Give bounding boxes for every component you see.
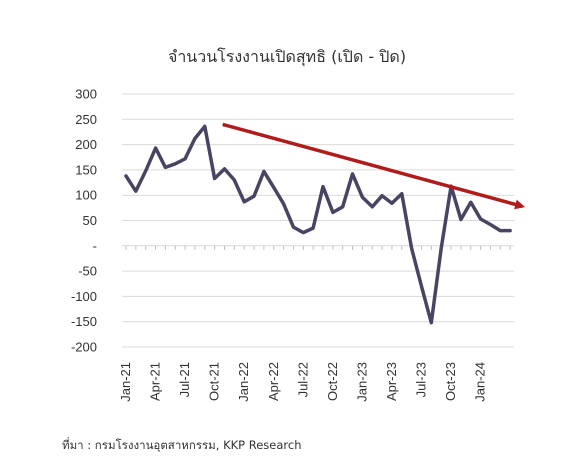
series-line [124, 124, 512, 325]
y-tick-label: 300 [75, 87, 97, 102]
x-tick-label: Jul-23 [414, 362, 429, 397]
trend-arrow [222, 122, 526, 210]
y-axis: 300 250 200 150 100 50 - -50 -100 -150 -200 [71, 87, 97, 355]
x-tick-label: Apr-22 [266, 362, 281, 401]
x-tick-label: Jul-22 [295, 362, 310, 397]
y-tick-label: 50 [83, 213, 97, 228]
gridlines [122, 93, 514, 348]
x-tick-label: Jan-23 [354, 362, 369, 402]
x-tick-label: Jan-22 [236, 362, 251, 402]
x-axis: Jan-21 Apr-21 Jul-21 Oct-21 Jan-22 Apr-22 Jul-… [118, 245, 514, 402]
x-tick-label: Oct-21 [207, 362, 222, 401]
y-tick-label: 100 [75, 188, 97, 203]
y-tick-label: -100 [71, 289, 97, 304]
y-tick-label: 200 [75, 137, 97, 152]
x-tick-label: Jan-21 [118, 362, 133, 402]
trend-layer [222, 122, 526, 210]
x-tick-label: Apr-21 [148, 362, 163, 401]
y-tick-label: 250 [75, 112, 97, 127]
y-tick-label: 150 [75, 162, 97, 177]
chart-title: จำนวนโรงงานเปิดสุทธิ (เปิด - ปิด) [168, 47, 406, 67]
y-tick-label: -50 [78, 264, 97, 279]
source-note: ที่มา : กรมโรงงานอุตสาหกรรม, KKP Researc… [62, 437, 302, 452]
x-tick-label: Oct-22 [325, 362, 340, 401]
series-layer [124, 124, 512, 325]
y-tick-label: -200 [71, 340, 97, 355]
x-tick-label: Jan-24 [473, 362, 488, 402]
x-tick-label: Jul-21 [177, 362, 192, 397]
x-tick-label: Oct-23 [443, 362, 458, 401]
x-tick-label: Apr-23 [384, 362, 399, 401]
y-tick-label: -150 [71, 314, 97, 329]
y-tick-label: - [93, 238, 97, 253]
